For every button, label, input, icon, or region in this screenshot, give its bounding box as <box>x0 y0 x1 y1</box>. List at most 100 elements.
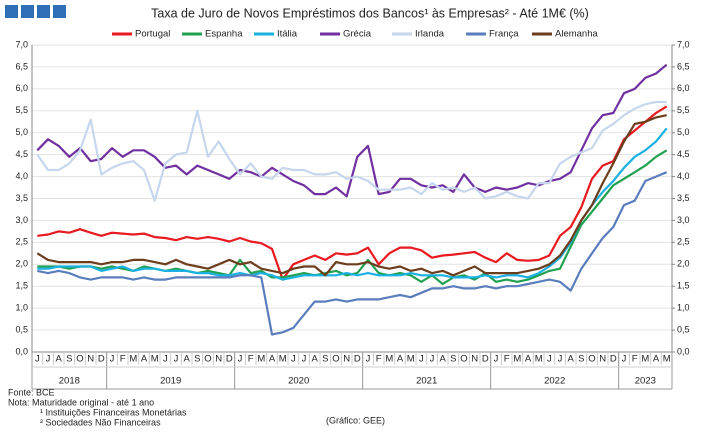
x-tick-label: F <box>120 354 126 365</box>
x-tick-label: S <box>194 354 200 365</box>
series-line <box>37 127 668 281</box>
x-tick-label: D <box>226 354 233 365</box>
footnote: Fonte: BCE <box>8 387 55 397</box>
x-tick-label: D <box>482 354 489 365</box>
y-tick-label: 5,5 <box>15 105 28 115</box>
x-tick-label: J <box>419 354 424 365</box>
x-tick-label: J <box>46 354 51 365</box>
y2-tick-label: 6,5 <box>677 61 690 71</box>
x-tick-label: O <box>332 354 339 365</box>
x-tick-label: N <box>471 354 478 365</box>
y-tick-label: 5,0 <box>15 127 28 137</box>
x-tick-label: S <box>322 354 328 365</box>
x-tick-label: M <box>513 354 521 365</box>
x-tick-label: F <box>632 354 638 365</box>
x-tick-label: A <box>141 354 148 365</box>
y2-tick-label: 1,0 <box>677 303 690 313</box>
y-tick-label: 3,5 <box>15 193 28 203</box>
year-label: 2018 <box>59 376 80 387</box>
x-tick-label: A <box>525 354 532 365</box>
x-tick-label: M <box>151 354 159 365</box>
y-tick-label: 1,5 <box>15 281 28 291</box>
credit: (Gráfico: GEE) <box>326 415 385 425</box>
legend-label: Portugal <box>135 29 170 40</box>
x-tick-label: S <box>450 354 456 365</box>
x-tick-label: D <box>610 354 617 365</box>
x-tick-label: A <box>183 354 190 365</box>
x-tick-label: A <box>397 354 404 365</box>
footnote: Nota: Maturidade original - até 1 ano <box>8 397 154 407</box>
x-tick-label: A <box>439 354 446 365</box>
y2-tick-label: 3,5 <box>677 193 690 203</box>
y2-tick-label: 4,0 <box>677 171 690 181</box>
year-label: 2020 <box>288 376 309 387</box>
x-tick-label: M <box>385 354 393 365</box>
x-tick-label: M <box>279 354 287 365</box>
legend-label: Irlanda <box>415 29 445 40</box>
x-tick-label: J <box>622 354 627 365</box>
y-tick-label: 2,0 <box>15 259 28 269</box>
x-tick-label: F <box>504 354 510 365</box>
y-tick-label: 4,0 <box>15 171 28 181</box>
x-tick-label: N <box>87 354 94 365</box>
x-tick-label: A <box>653 354 660 365</box>
x-tick-label: N <box>343 354 350 365</box>
x-tick-label: M <box>641 354 649 365</box>
x-tick-label: F <box>248 354 254 365</box>
x-tick-label: N <box>599 354 606 365</box>
x-tick-label: O <box>460 354 467 365</box>
year-label: 2023 <box>635 376 656 387</box>
series-line <box>37 171 668 336</box>
y2-tick-label: 1,5 <box>677 281 690 291</box>
x-tick-label: N <box>215 354 222 365</box>
legend-label: Espanha <box>205 29 243 40</box>
x-tick-label: M <box>257 354 265 365</box>
footnote: ² Sociedades Não Financeiras <box>40 417 161 427</box>
y-tick-label: 0,5 <box>15 324 28 334</box>
y2-tick-label: 3,0 <box>677 215 690 225</box>
series-line <box>36 100 667 202</box>
year-label: 2022 <box>544 376 565 387</box>
y-tick-label: 3,0 <box>15 215 28 225</box>
x-tick-label: J <box>302 354 307 365</box>
x-tick-label: S <box>578 354 584 365</box>
x-tick-label: J <box>163 354 168 365</box>
footnote: ¹ Instituições Financeiras Monetárias <box>40 407 187 417</box>
y2-tick-label: 0,5 <box>677 324 690 334</box>
y-tick-label: 0,0 <box>15 346 28 356</box>
x-tick-label: J <box>547 354 552 365</box>
y2-tick-label: 7,0 <box>677 39 690 49</box>
series-line <box>36 114 667 277</box>
x-tick-label: D <box>354 354 361 365</box>
y-tick-label: 6,0 <box>15 83 28 93</box>
logo <box>5 5 66 18</box>
x-tick-label: J <box>35 354 40 365</box>
x-tick-label: A <box>311 354 318 365</box>
x-tick-label: J <box>558 354 563 365</box>
x-tick-label: J <box>494 354 499 365</box>
y2-tick-label: 2,5 <box>677 237 690 247</box>
y-tick-label: 7,0 <box>15 39 28 49</box>
y2-tick-label: 6,0 <box>677 83 690 93</box>
x-tick-label: J <box>366 354 371 365</box>
legend-label: França <box>489 29 519 40</box>
y2-tick-label: 4,5 <box>677 149 690 159</box>
x-tick-label: A <box>55 354 62 365</box>
y2-tick-label: 0,0 <box>677 346 690 356</box>
y-tick-label: 6,5 <box>15 61 28 71</box>
year-label: 2021 <box>416 376 437 387</box>
y2-tick-label: 5,5 <box>677 105 690 115</box>
legend-label: Alemanha <box>555 29 598 40</box>
x-tick-label: S <box>66 354 72 365</box>
legend-label: Grécia <box>343 29 372 40</box>
x-tick-label: A <box>269 354 276 365</box>
x-tick-label: J <box>238 354 243 365</box>
x-tick-label: J <box>430 354 435 365</box>
series-line <box>37 105 668 281</box>
x-tick-label: M <box>535 354 543 365</box>
x-tick-label: O <box>588 354 595 365</box>
x-tick-label: M <box>663 354 671 365</box>
series-line <box>36 63 668 198</box>
x-tick-label: O <box>204 354 211 365</box>
